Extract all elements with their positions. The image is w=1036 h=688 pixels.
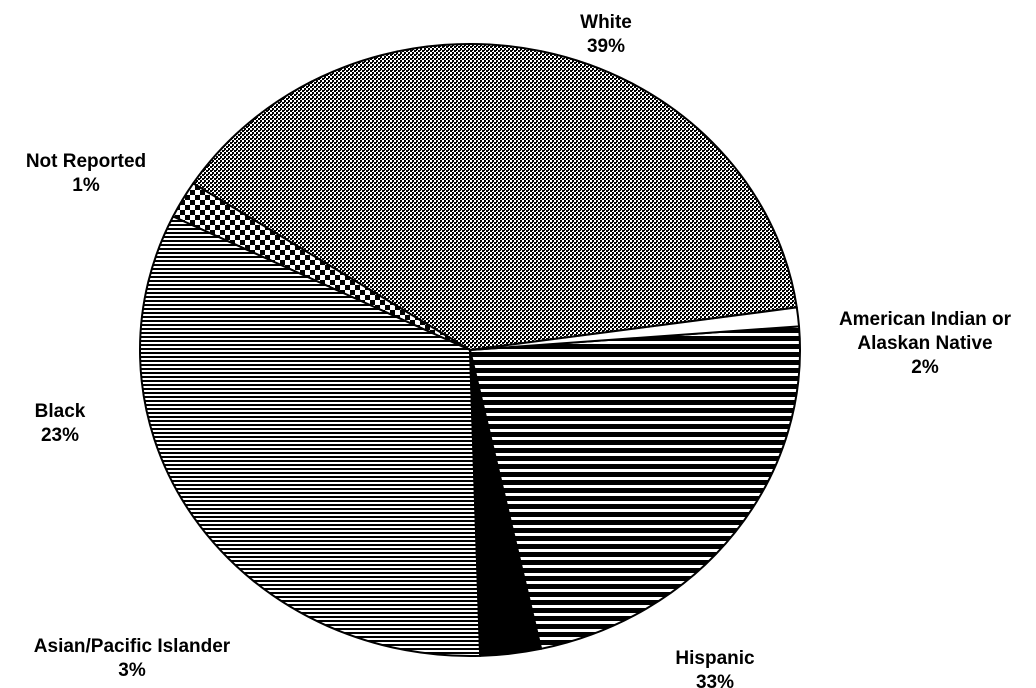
- slice-percent-not-reported: 1%: [72, 175, 100, 196]
- pie-slice-black: [469, 325, 801, 650]
- slice-label-american-indian-or: Alaskan Native: [857, 333, 992, 354]
- slice-label-white: White: [580, 12, 632, 33]
- pie-slice-not-reported: [469, 306, 801, 351]
- slice-label-not-reported: Not Reported: [26, 151, 146, 172]
- slice-label-asian-pacific-islander: Asian/Pacific Islander: [34, 636, 231, 657]
- slice-percent-asian-pacific-islander: 3%: [118, 660, 146, 681]
- slice-percent-black: 23%: [41, 425, 79, 446]
- slice-percent-white: 39%: [587, 36, 625, 57]
- slice-label-american-indian-or: American Indian or: [839, 309, 1012, 330]
- slice-label-black: Black: [35, 401, 86, 422]
- slice-percent-hispanic: 33%: [696, 672, 734, 688]
- pie-slices: [139, 43, 801, 657]
- pie-labels: White 39% American Indian or Alaskan Native…: [26, 12, 1012, 688]
- slice-percent-american-indian-or: 2%: [911, 357, 939, 378]
- pie-slice-hispanic: [139, 215, 482, 657]
- slice-label-hispanic: Hispanic: [675, 648, 755, 669]
